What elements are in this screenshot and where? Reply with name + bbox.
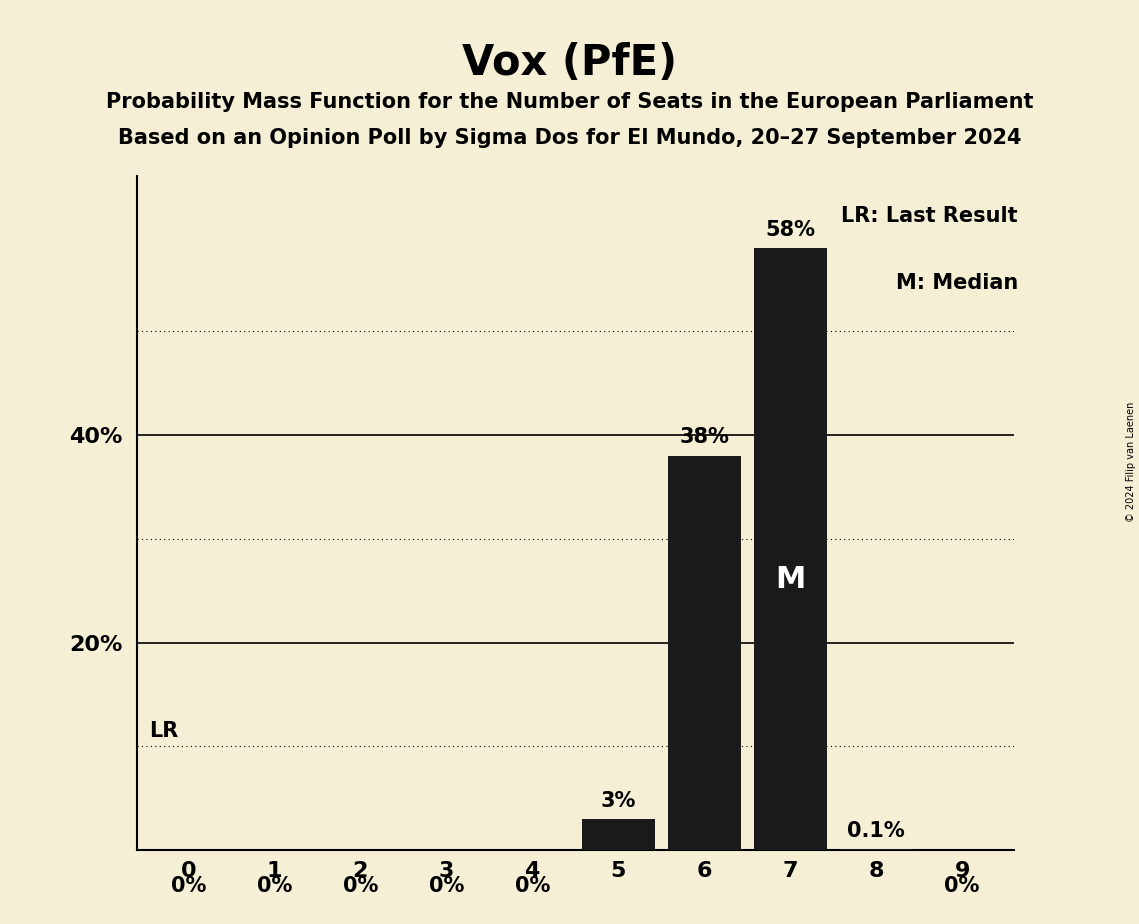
Text: 38%: 38% <box>679 428 729 447</box>
Bar <box>582 819 655 850</box>
Text: 0%: 0% <box>428 876 464 896</box>
Text: Based on an Opinion Poll by Sigma Dos for El Mundo, 20–27 September 2024: Based on an Opinion Poll by Sigma Dos fo… <box>117 128 1022 148</box>
Text: M: M <box>775 565 805 594</box>
Text: Vox (PfE): Vox (PfE) <box>462 42 677 83</box>
Text: 0%: 0% <box>944 876 980 896</box>
Text: Probability Mass Function for the Number of Seats in the European Parliament: Probability Mass Function for the Number… <box>106 92 1033 113</box>
Text: 0.1%: 0.1% <box>847 821 906 841</box>
Text: LR: LR <box>149 721 179 741</box>
Text: 3%: 3% <box>600 791 636 810</box>
Text: 0%: 0% <box>343 876 378 896</box>
Text: 58%: 58% <box>765 220 816 240</box>
Text: 0%: 0% <box>515 876 550 896</box>
Text: M: Median: M: Median <box>895 274 1018 293</box>
Bar <box>754 249 827 850</box>
Bar <box>667 456 740 850</box>
Text: LR: Last Result: LR: Last Result <box>842 206 1018 225</box>
Text: © 2024 Filip van Laenen: © 2024 Filip van Laenen <box>1126 402 1136 522</box>
Text: 0%: 0% <box>256 876 292 896</box>
Bar <box>839 849 912 850</box>
Text: 0%: 0% <box>171 876 206 896</box>
